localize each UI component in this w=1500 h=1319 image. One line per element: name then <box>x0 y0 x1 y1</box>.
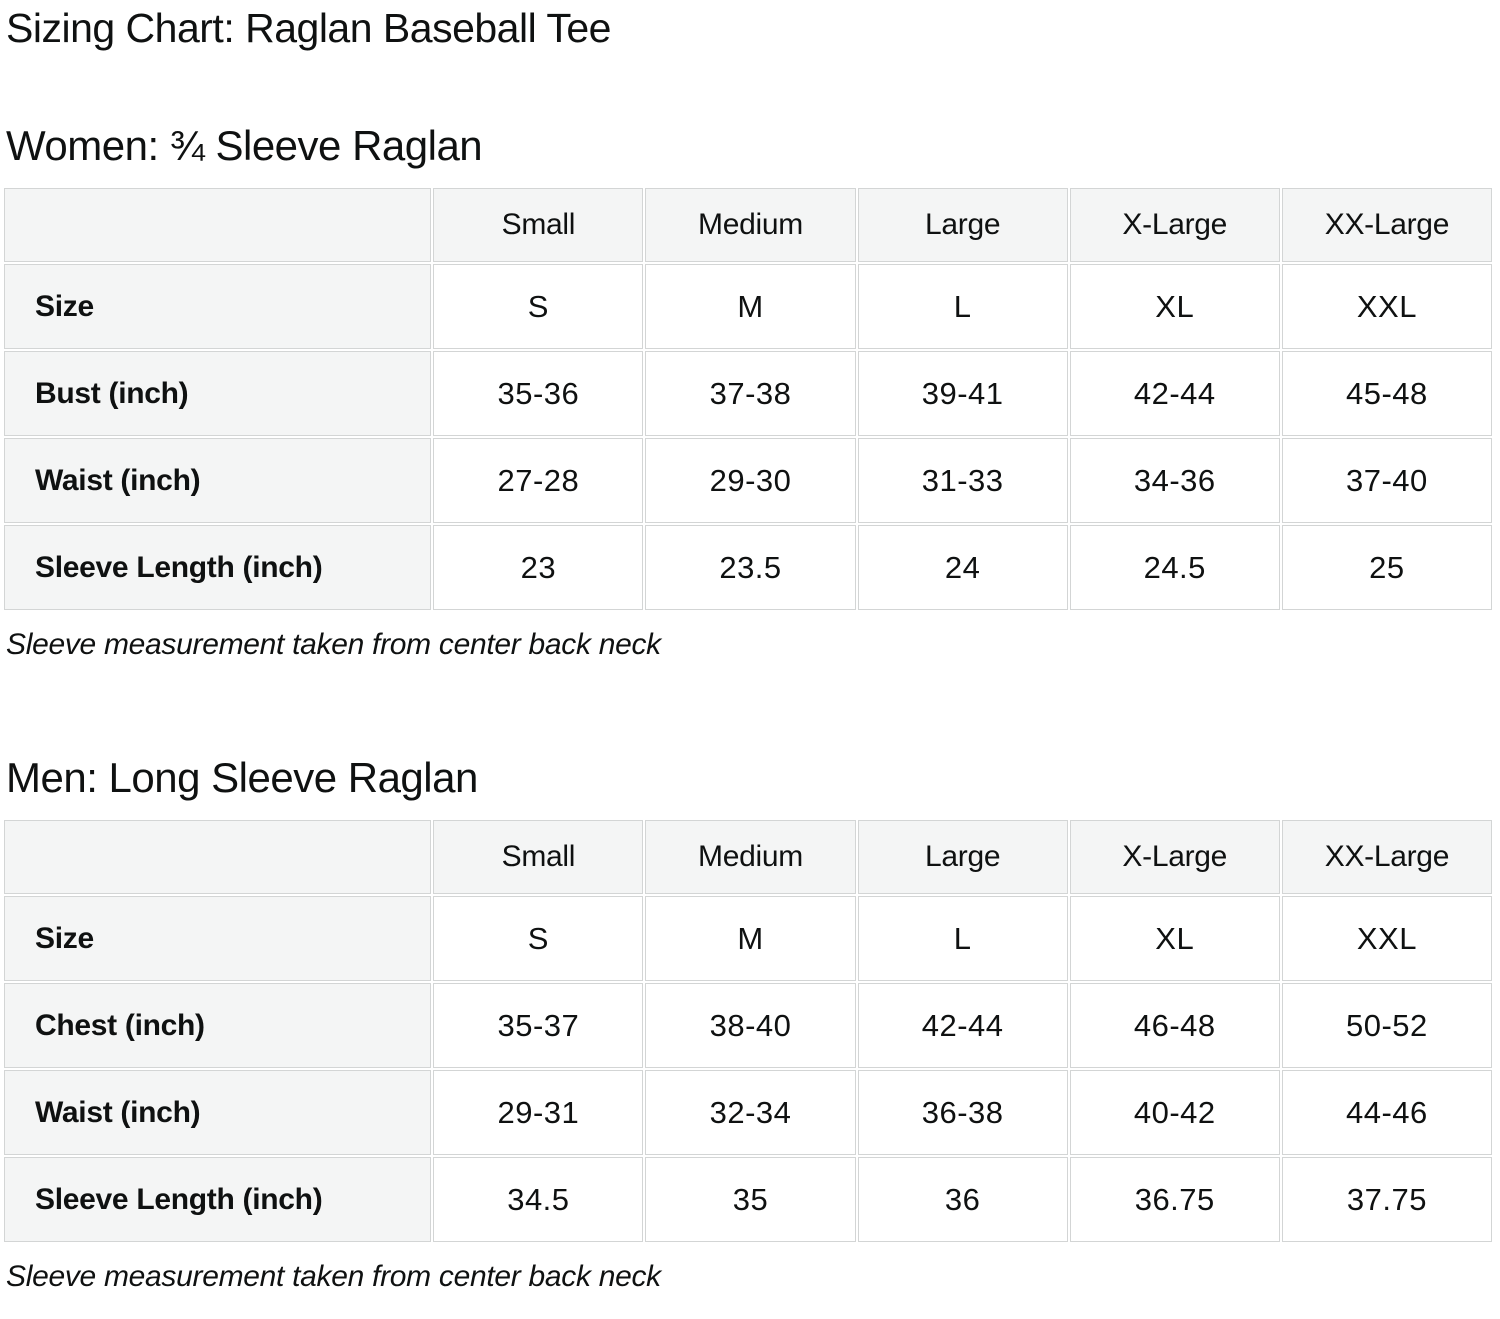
table-cell: 32-34 <box>645 1070 856 1155</box>
table-cell: 39-41 <box>857 351 1068 436</box>
table-cell: XL <box>1069 896 1280 981</box>
men-size-table: Small Medium Large X-Large XX-Large Size… <box>2 818 1494 1244</box>
table-cell: 24 <box>857 525 1068 610</box>
table-cell: 27-28 <box>433 438 644 523</box>
column-header-large: Large <box>857 188 1068 262</box>
table-cell: L <box>857 264 1068 349</box>
row-label-bust: Bust (inch) <box>4 351 432 436</box>
row-label-waist: Waist (inch) <box>4 1070 432 1155</box>
table-cell: 36 <box>857 1157 1068 1242</box>
row-label-chest: Chest (inch) <box>4 983 432 1068</box>
table-cell: S <box>433 264 644 349</box>
column-header-xx-large: XX-Large <box>1281 188 1492 262</box>
row-label-sleeve-length: Sleeve Length (inch) <box>4 1157 432 1242</box>
table-cell: M <box>645 896 856 981</box>
table-cell: 25 <box>1281 525 1492 610</box>
table-cell: 29-30 <box>645 438 856 523</box>
table-cell: XL <box>1069 264 1280 349</box>
column-header-medium: Medium <box>645 820 856 894</box>
row-label-size: Size <box>4 264 432 349</box>
women-size-table: Small Medium Large X-Large XX-Large Size… <box>2 186 1494 612</box>
table-cell: 45-48 <box>1281 351 1492 436</box>
table-cell: 29-31 <box>433 1070 644 1155</box>
men-table-header-row: Small Medium Large X-Large XX-Large <box>4 820 1492 894</box>
table-row-chest: Chest (inch) 35-37 38-40 42-44 46-48 50-… <box>4 983 1492 1068</box>
corner-cell <box>4 820 432 894</box>
table-cell: 37-38 <box>645 351 856 436</box>
women-section-heading: Women: ¾ Sleeve Raglan <box>6 122 483 169</box>
table-cell: M <box>645 264 856 349</box>
table-row-waist: Waist (inch) 29-31 32-34 36-38 40-42 44-… <box>4 1070 1492 1155</box>
column-header-small: Small <box>433 188 644 262</box>
table-cell: 42-44 <box>1069 351 1280 436</box>
table-cell: XXL <box>1281 896 1492 981</box>
table-cell: 37.75 <box>1281 1157 1492 1242</box>
table-cell: 37-40 <box>1281 438 1492 523</box>
corner-cell <box>4 188 432 262</box>
women-sleeve-footnote: Sleeve measurement taken from center bac… <box>6 628 661 661</box>
women-table-header-row: Small Medium Large X-Large XX-Large <box>4 188 1492 262</box>
row-label-waist: Waist (inch) <box>4 438 432 523</box>
table-cell: 34-36 <box>1069 438 1280 523</box>
sizing-chart-page: Sizing Chart: Raglan Baseball Tee Women:… <box>0 4 1500 1294</box>
table-row-bust: Bust (inch) 35-36 37-38 39-41 42-44 45-4… <box>4 351 1492 436</box>
table-cell: L <box>857 896 1068 981</box>
table-cell: 46-48 <box>1069 983 1280 1068</box>
table-cell: 35-36 <box>433 351 644 436</box>
row-label-sleeve-length: Sleeve Length (inch) <box>4 525 432 610</box>
table-cell: 36.75 <box>1069 1157 1280 1242</box>
table-cell: 35-37 <box>433 983 644 1068</box>
table-cell: 23 <box>433 525 644 610</box>
table-cell: 34.5 <box>433 1157 644 1242</box>
column-header-medium: Medium <box>645 188 856 262</box>
table-row-waist: Waist (inch) 27-28 29-30 31-33 34-36 37-… <box>4 438 1492 523</box>
table-cell: 35 <box>645 1157 856 1242</box>
column-header-small: Small <box>433 820 644 894</box>
column-header-xx-large: XX-Large <box>1281 820 1492 894</box>
table-cell: 36-38 <box>857 1070 1068 1155</box>
men-sleeve-footnote: Sleeve measurement taken from center bac… <box>6 1260 661 1293</box>
table-cell: XXL <box>1281 264 1492 349</box>
column-header-large: Large <box>857 820 1068 894</box>
table-cell: 38-40 <box>645 983 856 1068</box>
men-section-heading: Men: Long Sleeve Raglan <box>6 754 478 801</box>
table-row-size: Size S M L XL XXL <box>4 896 1492 981</box>
table-row-sleeve-length: Sleeve Length (inch) 23 23.5 24 24.5 25 <box>4 525 1492 610</box>
table-cell: 44-46 <box>1281 1070 1492 1155</box>
table-cell: 23.5 <box>645 525 856 610</box>
table-cell: 31-33 <box>857 438 1068 523</box>
table-cell: 40-42 <box>1069 1070 1280 1155</box>
table-cell: S <box>433 896 644 981</box>
column-header-x-large: X-Large <box>1069 820 1280 894</box>
table-cell: 42-44 <box>857 983 1068 1068</box>
row-label-size: Size <box>4 896 432 981</box>
page-title: Sizing Chart: Raglan Baseball Tee <box>6 5 611 51</box>
column-header-x-large: X-Large <box>1069 188 1280 262</box>
table-row-size: Size S M L XL XXL <box>4 264 1492 349</box>
table-cell: 50-52 <box>1281 983 1492 1068</box>
table-row-sleeve-length: Sleeve Length (inch) 34.5 35 36 36.75 37… <box>4 1157 1492 1242</box>
table-cell: 24.5 <box>1069 525 1280 610</box>
